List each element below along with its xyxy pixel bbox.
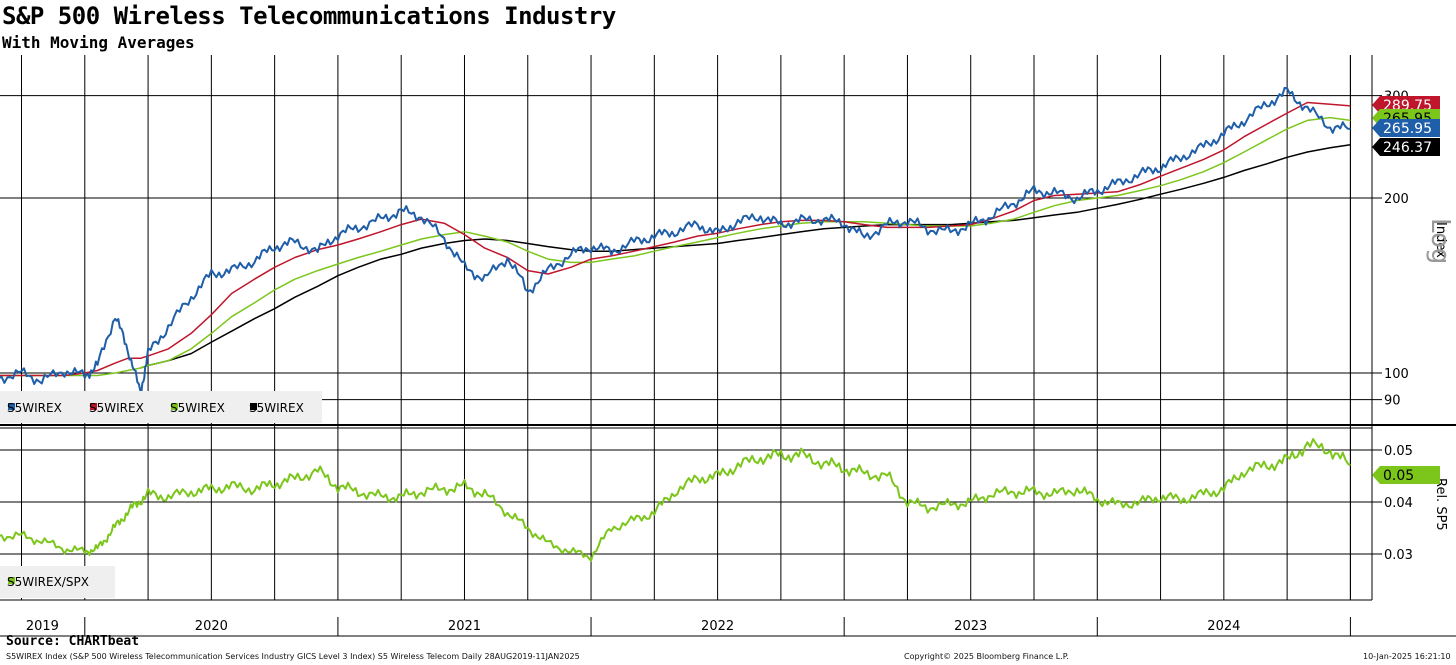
source-note: Source: CHARTbeat (6, 634, 140, 649)
series-line-relative (0, 438, 1352, 562)
lower-ylabel: Rel. SP5 (1433, 478, 1448, 531)
tag-ma-long: 246.37 (1372, 138, 1440, 156)
legend-label-relative: S5WIREX/SPX (7, 575, 89, 589)
series-line-ma-long (140, 143, 1351, 369)
legend-swatch-ma-mid (171, 403, 178, 410)
x-tick-label: 2019 (26, 619, 59, 634)
lower-horizontal-gridlines (0, 449, 1382, 555)
tag-price: 265.95 (1372, 119, 1440, 137)
lower-ytick-label: 0.04 (1384, 496, 1413, 511)
upper-yticks: 90100200300 (1384, 90, 1409, 409)
upper-ytick-label: 90 (1384, 394, 1401, 409)
legend-swatch-ma-long (250, 403, 257, 410)
legend-swatch-price (8, 403, 15, 410)
upper-series-group (0, 86, 1351, 394)
log-scale-label: Log (1425, 218, 1455, 264)
legend-swatch-relative (8, 577, 15, 584)
tag-price-box (1372, 119, 1440, 137)
timestamp: 10-Jan-2025 16:21:10 (1363, 652, 1451, 661)
upper-ylabel: Index (1433, 222, 1448, 258)
upper-horizontal-gridlines (0, 95, 1382, 401)
upper-legend: S5WIREX S5WIREX S5WIREX S5WIREX (0, 391, 322, 423)
legend-label-ma-short: S5WIREX (89, 401, 144, 415)
lower-yticks: 0.03 0.04 0.05 (1384, 444, 1413, 563)
tag-ma-long-box (1372, 138, 1440, 156)
series-line-price (0, 86, 1351, 394)
legend-label-ma-mid: S5WIREX (170, 401, 225, 415)
page-title: S&P 500 Wireless Telecommunications Indu… (2, 2, 616, 30)
x-tick-label: 2021 (448, 619, 481, 634)
x-tick-label: 2023 (954, 619, 987, 634)
series-line-ma-short (0, 101, 1351, 377)
series-line-ma-mid (0, 116, 1351, 377)
x-tick-label: 2024 (1207, 619, 1240, 634)
tag-relative-box (1372, 466, 1440, 484)
tag-relative-text: 0.05 (1383, 468, 1414, 484)
lower-legend-box (0, 566, 115, 598)
x-tick-labels: 2019 2020 2021 2022 2023 2024 (26, 617, 1351, 636)
page-subtitle: With Moving Averages (2, 33, 195, 52)
lower-legend: S5WIREX/SPX (0, 566, 115, 598)
lower-ytick-label: 0.05 (1384, 444, 1413, 459)
upper-ytick-label: 100 (1384, 367, 1409, 382)
tag-price-text: 265.95 (1383, 121, 1432, 137)
upper-legend-box (0, 391, 322, 423)
lower-ytick-label: 0.03 (1384, 548, 1413, 563)
legend-label-price: S5WIREX (7, 401, 62, 415)
lower-series-group (0, 438, 1352, 562)
tag-relative: 0.05 (1372, 466, 1440, 484)
index-description: S5WIREX Index (S&P 500 Wireless Telecomm… (6, 652, 580, 661)
x-tick-label: 2022 (701, 619, 734, 634)
copyright: Copyright© 2025 Bloomberg Finance L.P. (904, 652, 1069, 661)
legend-swatch-ma-short (90, 403, 97, 410)
vertical-gridlines (21, 55, 1351, 600)
upper-ytick-label: 200 (1384, 192, 1409, 207)
tag-ma-long-text: 246.37 (1383, 140, 1432, 156)
x-tick-label: 2020 (195, 619, 228, 634)
legend-label-ma-long: S5WIREX (249, 401, 304, 415)
